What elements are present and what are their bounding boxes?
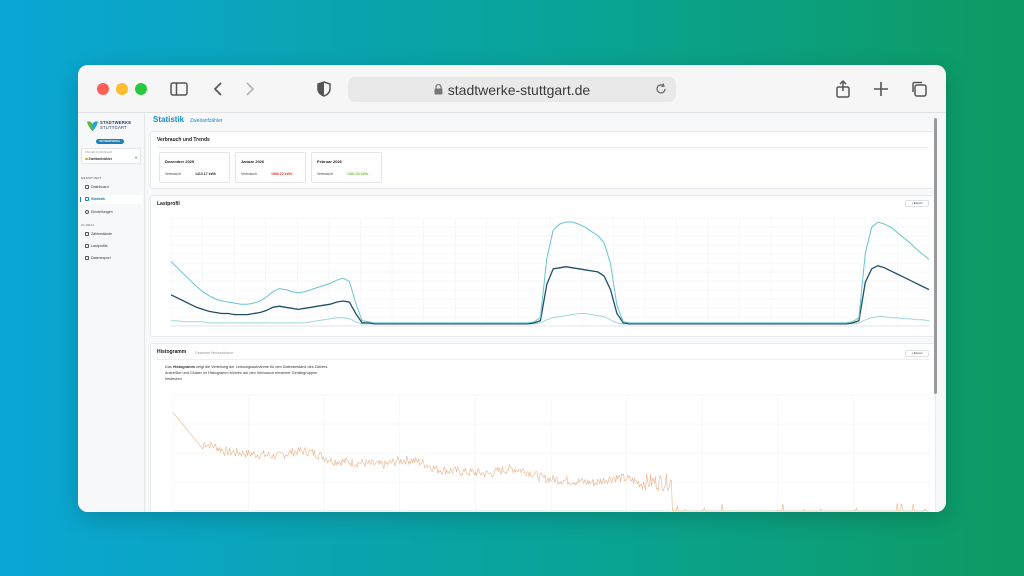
sidebar-item-zaehlerstaende[interactable]: Zählerstände [79,230,143,239]
minimize-window-button[interactable] [116,83,128,95]
series-line [170,221,930,324]
browser-toolbar: stadtwerke-stuttgart.de [78,65,946,113]
trends-title: Verbrauch und Trends [157,137,210,143]
section-label-global: GLOBAL [81,223,95,227]
chevron-down-icon: ▾ [134,155,137,160]
browser-window: stadtwerke-stuttgart.de [78,65,946,512]
meter-selector-value: Zweitanfzähler [88,157,113,161]
meter-selector-label: ZÄHLER AUSWÄHLEN [85,151,113,154]
brand-line-2: STUTTGART [100,125,127,130]
profile-icon [85,243,89,248]
histogram-title: Histogramm [157,349,187,355]
page-scrollbar[interactable] [934,118,937,394]
lastprofil-chart[interactable] [151,210,937,336]
forward-icon[interactable] [239,79,259,99]
url-text: stadtwerke-stuttgart.de [447,81,591,98]
trend-card-januar: Januar 2026 Verbrauch 1886.22 kWh ↑ [235,152,306,183]
sidebar-item-lastprofile[interactable]: Lastprofile [79,242,143,251]
reload-icon[interactable] [654,82,668,96]
brand-line-1: STADTWERKE [100,120,132,125]
privacy-shield-icon[interactable] [314,79,334,99]
sidebar-item-datenexport[interactable]: Datenexport [79,254,143,263]
dashboard-icon [85,184,89,189]
tab-overview-icon[interactable] [909,79,929,99]
new-tab-icon[interactable] [871,79,891,99]
address-bar[interactable]: stadtwerke-stuttgart.de [348,77,676,102]
histogram-subtitle: Gesamter Messzeitraum [195,351,234,355]
gear-icon [85,209,89,214]
series-line [170,264,930,325]
sidebar-item-einstellungen[interactable]: Einstellungen [79,208,143,217]
trends-card: Verbrauch und Trends Dezember 2025 Verbr… [150,131,936,189]
sidebar-item-statistik[interactable]: Statistik [79,195,143,204]
page-title: Statistik [153,115,185,124]
back-icon[interactable] [209,79,229,99]
logo-mark-icon [87,121,98,131]
sidebar-toggle-icon[interactable] [169,79,189,99]
close-window-button[interactable] [97,83,109,95]
histogram-description: Das Histogramm zeigt die Verteilung der … [165,365,329,381]
trend-card-februar: Februar 2026 Verbrauch 1081.53 kWh ↓ [311,152,382,183]
sidebar-item-dashboard[interactable]: Dashboard [79,183,143,192]
meter-icon [85,231,89,236]
main-area: Statistik Zweitanfzähler Verbrauch und T… [145,113,938,512]
lastprofil-export-button[interactable]: ⤓ Export [905,200,929,207]
meter-status-dot [85,157,88,160]
page-subtitle: Zweitanfzähler [190,118,223,124]
app-sidebar: STADTWERKE STUTTGART NUTZERPORTAL ZÄHLER… [78,113,145,512]
histogram-series [172,412,928,512]
file-icon [85,255,89,260]
chart-icon [85,196,89,201]
histogram-card: Histogramm Gesamter Messzeitraum ⤓ Expor… [150,343,936,512]
histogram-chart[interactable] [151,389,937,512]
meter-selector[interactable]: ZÄHLER AUSWÄHLEN Zweitanfzähler ▾ [81,148,141,164]
role-badge: NUTZERPORTAL [96,139,124,144]
lock-icon [434,84,443,95]
lastprofil-card: Lastprofil ⤓ Export [150,195,936,337]
share-icon[interactable] [833,79,853,99]
trend-card-dezember: Dezember 2025 Verbrauch 1413.17 kWh [159,152,230,183]
lastprofil-title: Lastprofil [157,201,180,207]
zoom-window-button[interactable] [135,83,147,95]
section-label-messpunkt: MESSPUNKT [81,176,102,180]
web-content: STADTWERKE STUTTGART NUTZERPORTAL ZÄHLER… [78,113,946,512]
stadtwerke-logo[interactable]: STADTWERKE STUTTGART [86,119,140,135]
histogram-export-button[interactable]: ⤓ Export [905,350,929,357]
